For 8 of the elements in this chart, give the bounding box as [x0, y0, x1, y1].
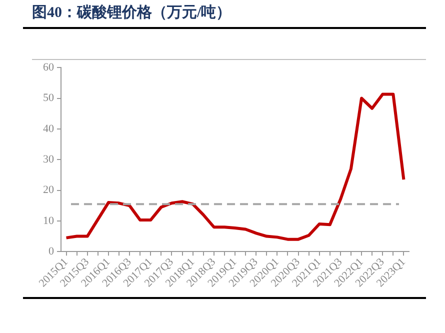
y-tick-label: 30	[43, 153, 54, 166]
y-tick-label: 50	[43, 92, 54, 104]
y-tick-label: 10	[43, 214, 54, 227]
y-tick-label: 0	[48, 245, 54, 258]
y-tick-label: 60	[43, 61, 54, 74]
y-tick-label: 40	[43, 122, 54, 135]
chart-title: 图40：碳酸锂价格（万元/吨）	[32, 3, 232, 22]
y-tick-label: 20	[43, 184, 54, 196]
